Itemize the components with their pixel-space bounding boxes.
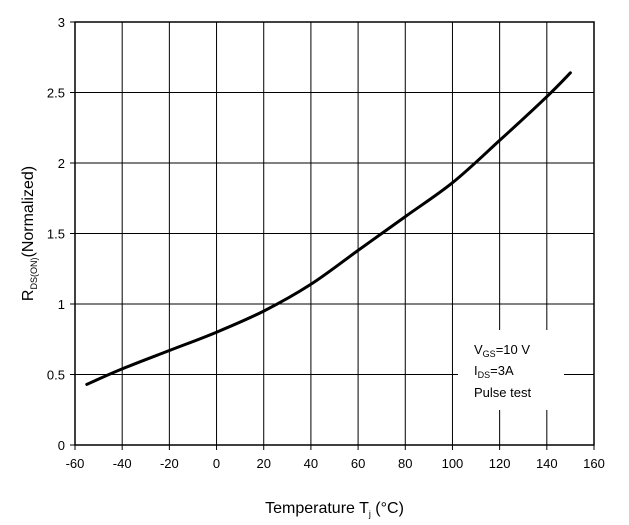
y-axis-title-rest: (Normalized) bbox=[20, 166, 37, 258]
y-axis-title-sub: DS(ON) bbox=[29, 258, 39, 290]
y-tick-label: 3 bbox=[58, 15, 65, 30]
x-axis-title: Temperature Tj (°C) bbox=[265, 500, 404, 519]
x-tick-label: 80 bbox=[398, 456, 412, 471]
y-axis-title: RDS(ON)(Normalized) bbox=[20, 166, 39, 301]
y-tick-label: 2 bbox=[58, 156, 65, 171]
legend-vgs-sub: GS bbox=[483, 349, 496, 359]
series-line-rds-vs-temperature bbox=[85, 71, 572, 386]
legend-box: VGS=10 V IDS=3A Pulse test bbox=[458, 330, 564, 410]
legend-vgs-rest: =10 V bbox=[496, 342, 531, 357]
x-tick-label: 20 bbox=[256, 456, 270, 471]
x-tick-label: 160 bbox=[583, 456, 605, 471]
legend-ids-main: I bbox=[474, 363, 478, 378]
x-tick-label: 40 bbox=[304, 456, 318, 471]
x-tick-label: 140 bbox=[536, 456, 558, 471]
legend-ids-rest: =3A bbox=[490, 363, 514, 378]
x-tick-label: -60 bbox=[66, 456, 85, 471]
legend-vgs-main: V bbox=[474, 342, 483, 357]
x-tick-label: 100 bbox=[442, 456, 464, 471]
x-tick-label: -40 bbox=[113, 456, 132, 471]
legend-line-pulse: Pulse test bbox=[474, 385, 531, 400]
x-axis-title-unit: (°C) bbox=[371, 500, 404, 517]
ticks: -60 -40 -20 0 20 40 60 80 100 120 140 160 0 0.5 1 1.5 2 2… bbox=[47, 15, 605, 471]
x-tick-label: 0 bbox=[213, 456, 220, 471]
legend-line-vgs: VGS=10 V bbox=[474, 342, 530, 359]
y-tick-label: 2.5 bbox=[47, 86, 65, 101]
y-axis-title-main: R bbox=[20, 290, 37, 302]
x-tick-label: 120 bbox=[489, 456, 511, 471]
legend-ids-sub: DS bbox=[478, 370, 491, 380]
legend-box-rect bbox=[458, 330, 564, 410]
legend-line-ids: IDS=3A bbox=[474, 363, 514, 380]
x-tick-label: 60 bbox=[351, 456, 365, 471]
y-tick-label: 1 bbox=[58, 297, 65, 312]
x-axis-title-sub: j bbox=[368, 509, 371, 519]
y-tick-label: 1.5 bbox=[47, 227, 65, 242]
y-tick-label: 0 bbox=[58, 438, 65, 453]
x-tick-label: -20 bbox=[160, 456, 179, 471]
x-axis-title-main: Temperature T bbox=[265, 500, 369, 517]
y-tick-label: 0.5 bbox=[47, 368, 65, 383]
